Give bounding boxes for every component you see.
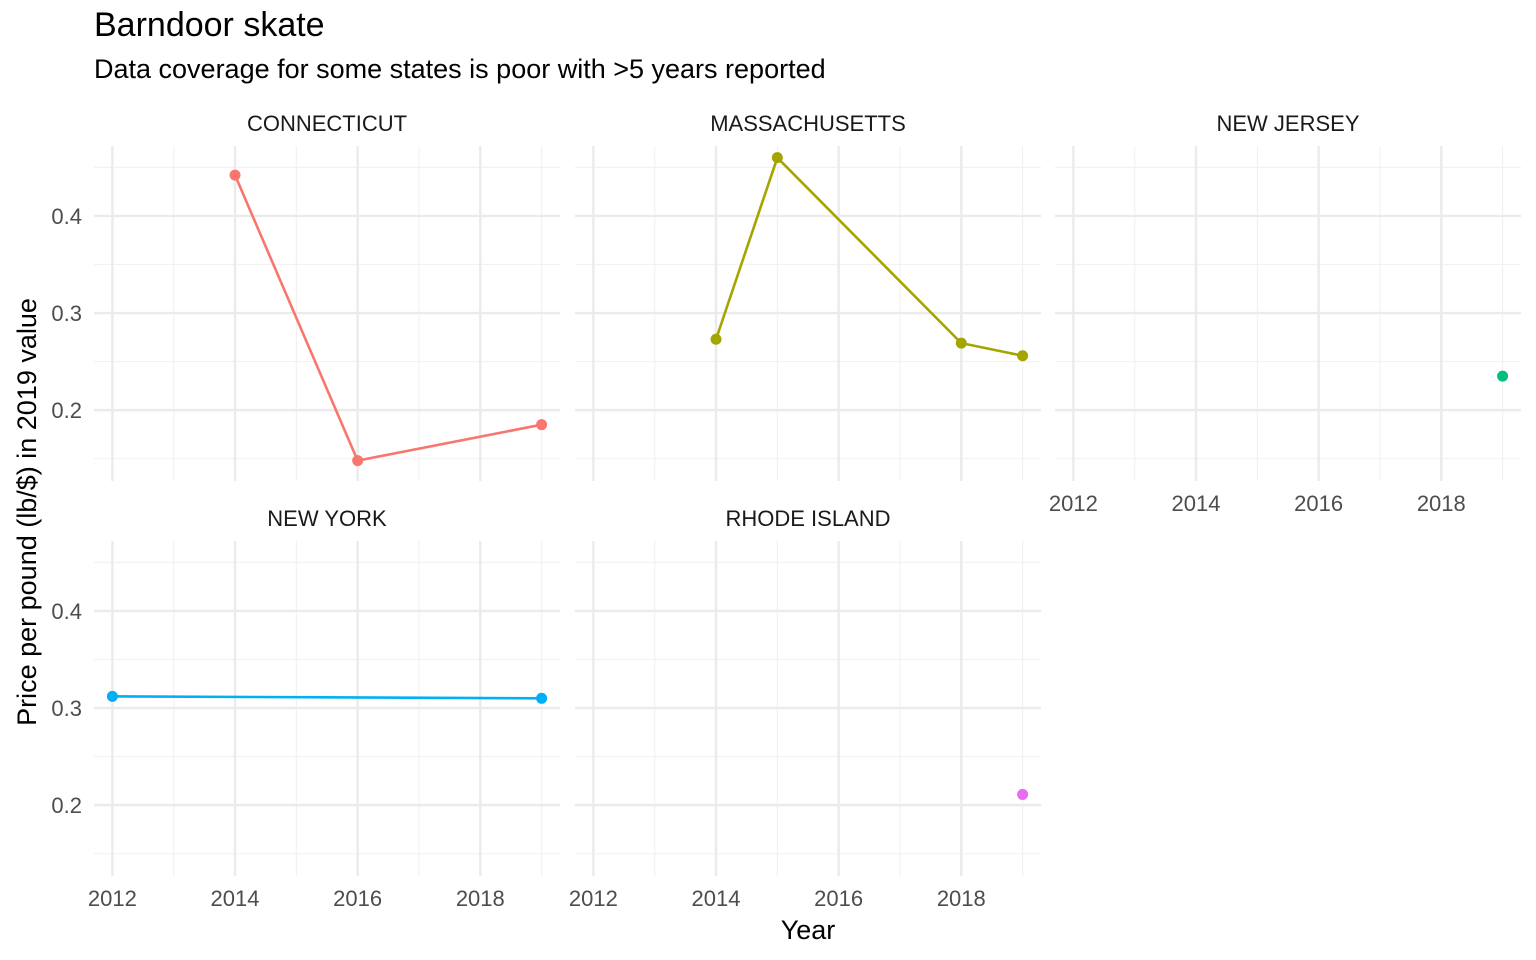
x-tick-label: 2014 — [1172, 491, 1221, 516]
y-axis-title: Price per pound (lb/$) in 2019 value — [12, 298, 42, 726]
x-tick-label: 2012 — [88, 886, 137, 911]
facet-label-rhode-island: RHODE ISLAND — [725, 506, 890, 531]
x-tick-label: 2016 — [333, 886, 382, 911]
x-axis-title: Year — [781, 915, 836, 945]
x-tick-label: 2014 — [211, 886, 260, 911]
x-tick-label: 2014 — [692, 886, 741, 911]
y-tick-label: 0.4 — [51, 599, 82, 624]
series-line-connecticut — [233, 174, 542, 463]
facet-label-connecticut: CONNECTICUT — [247, 111, 407, 136]
data-point-new-york — [536, 692, 548, 704]
data-point-new-york — [106, 690, 118, 702]
data-point-massachusetts — [1017, 350, 1029, 362]
data-point-massachusetts — [955, 337, 967, 349]
data-point-massachusetts — [710, 333, 722, 345]
facet-label-new-jersey: NEW JERSEY — [1216, 111, 1359, 136]
y-tick-label: 0.3 — [51, 696, 82, 721]
data-point-connecticut — [352, 455, 364, 467]
data-point-connecticut — [229, 169, 241, 181]
facet-label-massachusetts: MASSACHUSETTS — [710, 111, 906, 136]
data-point-new-jersey — [1497, 370, 1509, 382]
facet-label-new-york: NEW YORK — [267, 506, 387, 531]
y-tick-label: 0.2 — [51, 398, 82, 423]
x-tick-label: 2012 — [569, 886, 618, 911]
data-point-rhode-island — [1017, 788, 1029, 800]
data-point-connecticut — [536, 419, 548, 431]
series-line-new-york — [112, 695, 542, 700]
x-tick-label: 2016 — [1294, 491, 1343, 516]
data-point-massachusetts — [771, 152, 783, 164]
y-tick-label: 0.2 — [51, 793, 82, 818]
y-tick-label: 0.4 — [51, 204, 82, 229]
x-tick-label: 2018 — [937, 886, 986, 911]
x-tick-label: 2018 — [456, 886, 505, 911]
chart-title: Barndoor skate — [94, 6, 325, 44]
chart-subtitle: Data coverage for some states is poor wi… — [94, 54, 826, 84]
x-tick-label: 2018 — [1417, 491, 1466, 516]
x-tick-label: 2016 — [814, 886, 863, 911]
y-tick-label: 0.3 — [51, 301, 82, 326]
x-tick-label: 2012 — [1049, 491, 1098, 516]
series-line-massachusetts — [714, 155, 1023, 358]
